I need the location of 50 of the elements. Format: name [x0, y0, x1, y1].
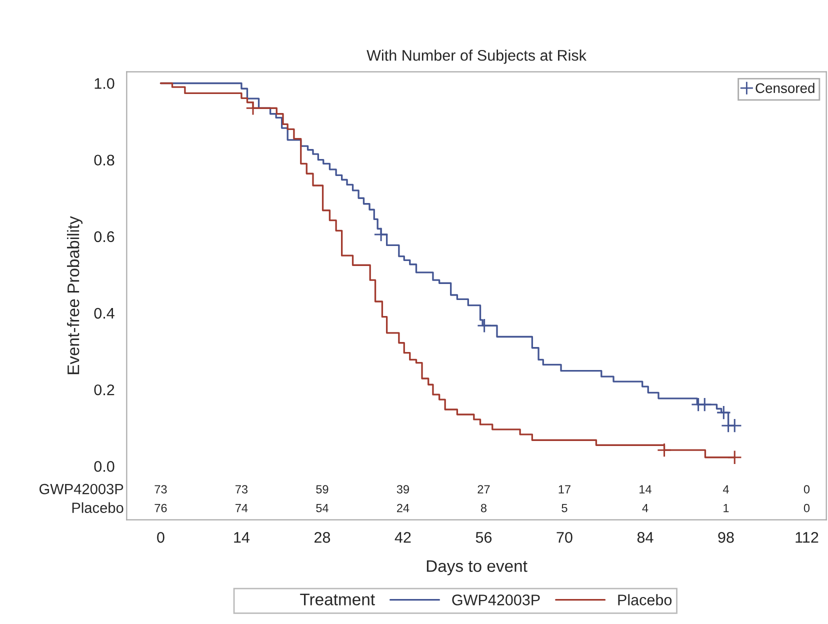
- annotation: 0: [804, 485, 810, 494]
- annotation: 14: [640, 485, 652, 494]
- annotation: 1: [724, 504, 729, 512]
- point: [727, 450, 742, 465]
- legend-label: Censored: [756, 82, 814, 94]
- annotation: 54: [316, 504, 328, 512]
- y-axis-title: Event-free Probability: [66, 216, 83, 374]
- x-tick-label: 70: [556, 532, 572, 543]
- x-tick-label: 98: [718, 532, 734, 543]
- x-tick-label: 112: [796, 532, 818, 543]
- annotation: 4: [642, 504, 648, 512]
- legend-title: Treatment: [300, 594, 375, 606]
- annotation: 17: [558, 485, 570, 494]
- x-tick-label: 0: [157, 532, 164, 543]
- annotation: 4: [722, 485, 729, 494]
- annotation: 39: [396, 485, 409, 494]
- chart-title: With Number of Subjects at Risk: [366, 50, 586, 64]
- x-tick-label: 28: [314, 532, 330, 543]
- annotation: 5: [562, 504, 568, 512]
- annotation: 8: [480, 504, 486, 512]
- x-tick-label: 14: [234, 532, 250, 543]
- annotation: 59: [316, 485, 328, 494]
- y-tick-label: 0.6: [94, 231, 114, 242]
- point: [697, 397, 712, 412]
- y-tick-label: 1.0: [94, 78, 114, 89]
- point: [246, 100, 260, 116]
- text: Placebo: [72, 502, 124, 513]
- annotation: 24: [397, 504, 410, 512]
- point: [374, 227, 388, 242]
- y-tick-label: 0.4: [94, 308, 114, 319]
- legend-label: Placebo: [618, 594, 672, 606]
- legend-label: GWP42003P: [452, 594, 540, 606]
- point: [727, 418, 742, 433]
- x-tick-label: 42: [394, 532, 411, 543]
- x-tick-label: 84: [637, 532, 654, 543]
- y-tick-label: 0.0: [94, 461, 114, 472]
- x-axis-title: Days to event: [426, 560, 528, 576]
- annotation: 74: [236, 504, 248, 512]
- point: [656, 442, 672, 458]
- annotation: 0: [804, 504, 810, 512]
- y-tick-label: 0.8: [94, 154, 114, 166]
- text: GWP42003P: [40, 484, 124, 494]
- annotation: 27: [478, 485, 490, 494]
- annotation: 76: [154, 504, 167, 512]
- point: [716, 405, 732, 420]
- annotation: 73: [236, 485, 248, 494]
- annotation: 73: [154, 485, 167, 494]
- y-tick-label: 0.2: [94, 384, 114, 396]
- x-tick-label: 56: [476, 532, 492, 543]
- point: [476, 318, 492, 333]
